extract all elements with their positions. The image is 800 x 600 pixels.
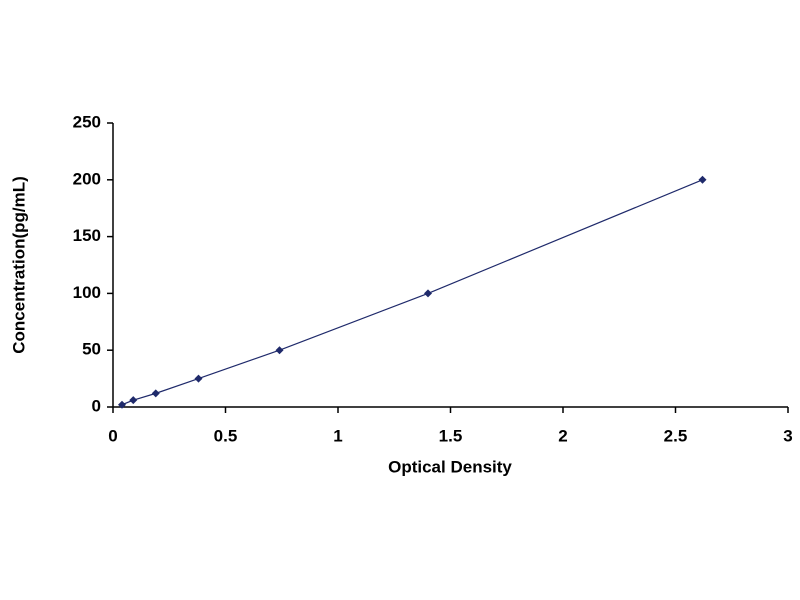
x-axis-label: Optical Density: [388, 457, 512, 476]
y-tick-label: 100: [73, 283, 101, 302]
x-tick-label: 3: [783, 426, 792, 445]
point: [275, 346, 284, 355]
fit-line: [121, 179, 703, 406]
x-tick-label: 0: [108, 426, 117, 445]
x-tick-label: 0.5: [214, 426, 238, 445]
y-tick-label: 250: [73, 112, 101, 131]
point: [698, 175, 707, 184]
point: [129, 396, 138, 405]
point: [194, 374, 203, 383]
y-tick-label: 200: [73, 169, 101, 188]
y-tick-label: 0: [92, 396, 101, 415]
y-axis-label: Concentration(pg/mL): [9, 176, 28, 354]
y-tick-label: 150: [73, 226, 101, 245]
x-tick-label: 2: [558, 426, 567, 445]
x-tick-label: 1: [333, 426, 342, 445]
point: [118, 400, 126, 409]
x-tick-label: 1.5: [439, 426, 463, 445]
point: [424, 289, 432, 298]
point: [151, 389, 160, 398]
y-tick-label: 50: [82, 340, 101, 359]
x-tick-label: 2.5: [664, 426, 688, 445]
